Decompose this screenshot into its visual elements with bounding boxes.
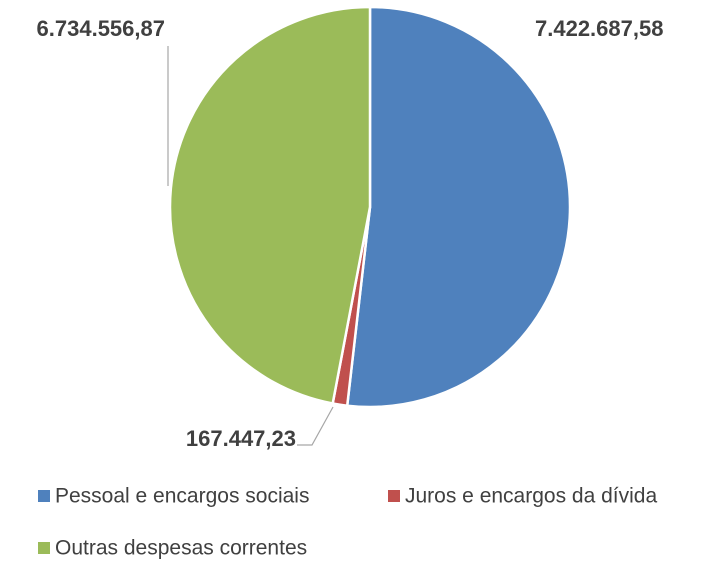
data-label: 6.734.556,87 (37, 16, 165, 41)
data-label: 167.447,23 (186, 426, 296, 451)
pie-slice (168, 5, 372, 405)
legend-label: Juros e encargos da dívida (405, 485, 657, 508)
legend-label: Pessoal e encargos sociais (55, 485, 309, 508)
legend-swatch (38, 490, 50, 502)
pie-slice (345, 5, 572, 409)
leader-line (297, 406, 334, 446)
legend-swatch (38, 542, 50, 554)
legend-swatch (388, 490, 400, 502)
legend-label: Outras despesas correntes (55, 537, 307, 560)
data-label: 7.422.687,58 (535, 16, 663, 41)
